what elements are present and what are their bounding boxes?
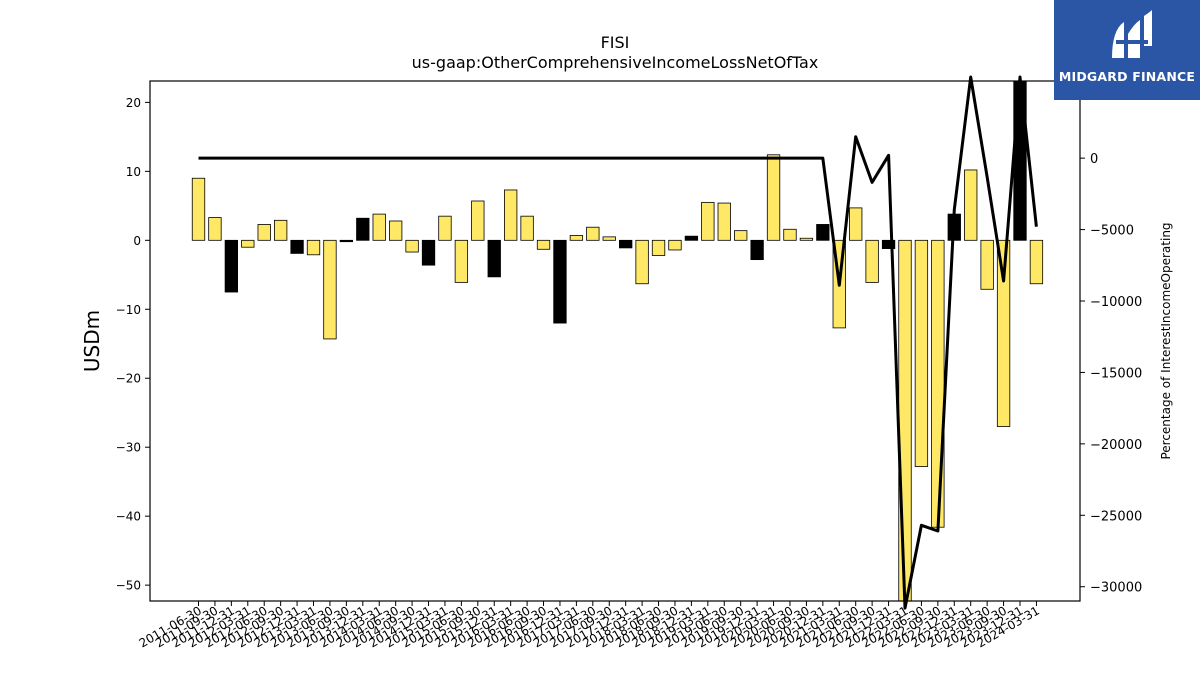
y-tick-label: −50 xyxy=(116,579,141,593)
brand-logo-text: MIDGARD FINANCE xyxy=(1058,69,1196,84)
y-tick-label: −30 xyxy=(116,441,141,455)
bar-2022-03-31 xyxy=(898,239,912,602)
bar-2021-12-31 xyxy=(881,239,896,249)
bar-2023-06-30 xyxy=(980,239,994,290)
y2-tick-label: −30000 xyxy=(1090,581,1142,596)
bar-2021-06-30 xyxy=(849,207,863,241)
bar-2014-12-31 xyxy=(421,239,436,266)
bar-2019-03-31 xyxy=(701,201,715,241)
bar-2019-09-30 xyxy=(734,230,748,241)
y-axis-label: USDm xyxy=(80,310,104,372)
bar-2013-09-30 xyxy=(339,239,354,243)
y2-tick-label: −5000 xyxy=(1090,224,1134,239)
bar-2020-03-31 xyxy=(766,154,781,241)
y2-tick-label: −25000 xyxy=(1090,509,1142,524)
bar-2016-09-30 xyxy=(536,239,551,250)
y2-tick-label: −10000 xyxy=(1090,295,1142,310)
bar-2021-09-30 xyxy=(865,239,879,283)
bar-2012-03-31 xyxy=(241,239,255,248)
bar-2011-09-30 xyxy=(208,217,222,241)
bar-2014-09-30 xyxy=(405,239,419,253)
bar-2020-06-30 xyxy=(783,228,797,241)
bar-2014-03-31 xyxy=(372,213,386,241)
bar-2018-09-30 xyxy=(668,239,682,251)
y-tick-label: −40 xyxy=(116,510,141,524)
y2-tick-label: −15000 xyxy=(1090,366,1142,381)
bar-2017-03-31 xyxy=(569,235,584,241)
bar-2016-03-31 xyxy=(504,189,518,241)
bar-2013-12-31 xyxy=(356,217,370,241)
bar-2016-12-31 xyxy=(553,239,567,324)
y-tick-label: 0 xyxy=(133,234,141,248)
bar-2020-12-31 xyxy=(816,224,830,241)
bar-2017-12-31 xyxy=(619,239,633,249)
bar-2012-06-30 xyxy=(257,224,271,241)
y-tick-label: 10 xyxy=(126,165,141,179)
y2-axis-label: Percentage of InterestIncomeOperating xyxy=(1159,222,1173,459)
right-axis-ticks: 0 −5000 −10000 −15000 −20000 −25000 −30000 xyxy=(1080,152,1142,596)
bar-2023-09-30 xyxy=(996,239,1011,427)
bar-2014-06-30 xyxy=(389,220,403,241)
y2-tick-label: −20000 xyxy=(1090,438,1142,453)
bar-2018-06-30 xyxy=(651,239,666,256)
bar-2022-09-30 xyxy=(931,239,945,528)
bar-2012-12-31 xyxy=(290,239,304,254)
bar-2024-03-31 xyxy=(1029,239,1044,285)
y2-tick-label: 0 xyxy=(1090,152,1098,167)
bar-2017-09-30 xyxy=(602,236,616,241)
brand-logo: MIDGARD FINANCE xyxy=(1054,0,1200,100)
bar-2015-03-31 xyxy=(438,215,452,241)
bar-2017-06-30 xyxy=(586,226,600,241)
bar-2012-09-30 xyxy=(273,219,288,241)
bar-2011-06-30 xyxy=(191,177,206,241)
bar-2018-03-31 xyxy=(635,239,649,285)
bar-2013-06-30 xyxy=(323,239,337,340)
bar-2013-03-31 xyxy=(306,239,321,256)
bar-2023-03-31 xyxy=(964,169,978,241)
left-axis-ticks: 20 10 0 −10 −20 −30 −40 −50 xyxy=(116,96,150,593)
bar-2019-12-31 xyxy=(750,239,764,261)
bar-2011-12-31 xyxy=(224,239,239,293)
midgard-logo-icon xyxy=(1112,10,1152,58)
bar-2015-12-31 xyxy=(487,239,501,278)
bar-2019-06-30 xyxy=(717,202,731,241)
bar-2015-09-30 xyxy=(471,200,485,241)
bar-2015-06-30 xyxy=(454,239,469,283)
x-axis-ticks: 2011-06-302011-09-302011-12-312012-03-31… xyxy=(137,601,1042,650)
bar-2020-09-30 xyxy=(799,237,814,241)
line-series xyxy=(198,75,1038,610)
plot-frame xyxy=(149,80,1081,602)
y-tick-label: −20 xyxy=(116,372,141,386)
y-tick-label: 20 xyxy=(126,96,141,110)
chart-title: FISI xyxy=(601,33,630,52)
bar-2016-06-30 xyxy=(520,215,534,241)
bar-2018-12-31 xyxy=(684,235,699,241)
chart-subtitle: us-gaap:OtherComprehensiveIncomeLossNetO… xyxy=(412,53,819,72)
bar-2022-06-30 xyxy=(914,239,929,467)
y-tick-label: −10 xyxy=(116,303,141,317)
